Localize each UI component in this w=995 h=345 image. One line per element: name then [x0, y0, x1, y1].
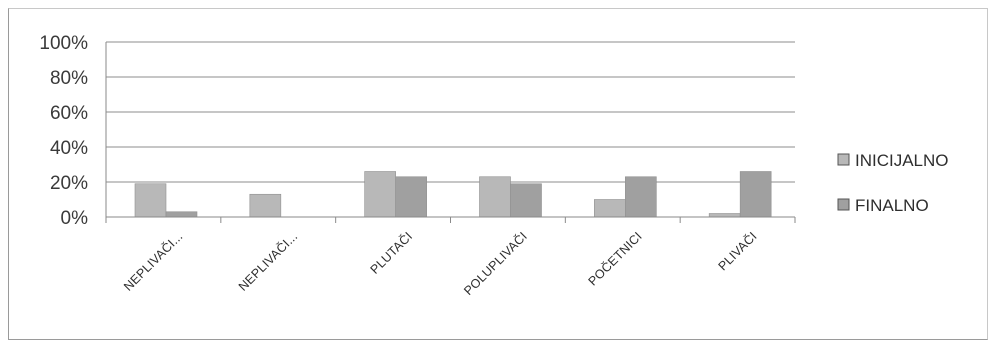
y-tick-label: 0% — [61, 208, 89, 229]
bar-finalno-2 — [395, 176, 427, 218]
x-category-label: POLUPLIVAČI — [461, 229, 530, 298]
y-tick-label: 100% — [39, 33, 88, 54]
bar-inicijalno-5 — [708, 213, 741, 218]
bar-finalno-4 — [625, 176, 657, 218]
x-category-label: PLUTAČI — [367, 229, 415, 277]
bar-finalno-5 — [739, 171, 772, 218]
bars — [134, 171, 772, 218]
bar-inicijalno-4 — [594, 199, 626, 218]
legend-label-inicijalno: INICIJALNO — [855, 151, 949, 170]
bar-inicijalno-2 — [364, 171, 396, 218]
legend-swatch-inicijalno — [837, 153, 850, 166]
legend-swatch-finalno — [837, 198, 850, 211]
bar-finalno-3 — [510, 183, 542, 218]
y-tick-label: 60% — [50, 103, 88, 124]
y-tick-label: 20% — [50, 173, 88, 194]
legend: INICIJALNO FINALNO — [837, 151, 949, 215]
y-tick-label: 40% — [50, 138, 88, 159]
bar-finalno-0 — [165, 211, 198, 218]
x-category-label: PLIVAČI — [715, 229, 760, 274]
bar-inicijalno-0 — [134, 183, 167, 218]
legend-label-finalno: FINALNO — [855, 196, 929, 215]
bar-inicijalno-1 — [249, 193, 282, 218]
x-category-label: NEPLIVAČI... — [235, 229, 300, 294]
bar-inicijalno-3 — [479, 176, 511, 218]
y-axis-tick-labels: 0% 20% 40% 60% 80% 100% — [39, 33, 88, 229]
y-tick-label: 80% — [50, 68, 88, 89]
x-axis-category-labels: NEPLIVAČI... NEPLIVAČI... PLUTAČI POLUPLIVA… — [120, 229, 759, 298]
x-category-label: POČETNICI — [585, 229, 645, 289]
gridlines — [106, 41, 795, 183]
axes — [105, 42, 796, 223]
chart-frame — [8, 8, 988, 340]
x-category-label: NEPLIVAČI... — [120, 229, 185, 294]
